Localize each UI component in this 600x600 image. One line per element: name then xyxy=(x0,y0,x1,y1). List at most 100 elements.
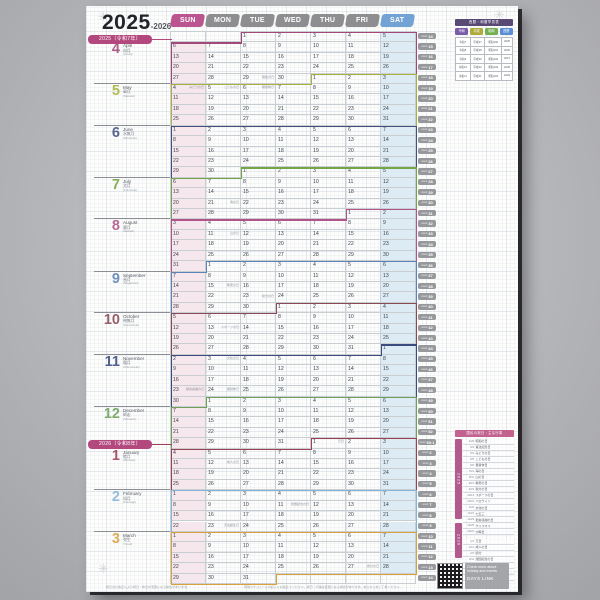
month-outline xyxy=(171,271,173,315)
month-outline xyxy=(171,490,173,534)
date-cell: 1 xyxy=(171,531,206,543)
month-separator-line xyxy=(94,405,170,407)
week-number-tag: week 18 xyxy=(418,74,436,81)
date-cell: 13 xyxy=(206,323,241,335)
date-cell: 28 xyxy=(311,250,346,262)
date-cell: 21 xyxy=(171,292,206,303)
month-outline xyxy=(171,406,173,450)
date-cell: 31 xyxy=(276,438,311,449)
date-cell: 26 xyxy=(206,479,241,491)
date-cell: 9 xyxy=(311,313,346,324)
date-cell: 28 xyxy=(381,521,416,532)
event-row: 2/3 節分 xyxy=(463,550,514,557)
date-cell: 11 xyxy=(311,271,346,282)
week-number-tag: week 5 xyxy=(418,480,436,488)
week-number-tag: week 30 xyxy=(418,199,436,206)
date-cell: 7 xyxy=(171,271,206,282)
month-label-november: 11 November 霜月 (Shimotsuki) xyxy=(104,353,145,370)
date-cell: 14 xyxy=(276,459,311,470)
date-cell: 16 xyxy=(206,146,241,157)
month-outline xyxy=(241,32,243,43)
date-cell: 16 xyxy=(241,281,276,293)
date-cell: 19 xyxy=(276,375,311,387)
date-cell: 5 xyxy=(241,219,276,230)
date-cell: 23 xyxy=(276,63,311,74)
month-outline xyxy=(276,573,418,575)
month-label-may: 5 May 皐月 (Satsuki) xyxy=(111,83,135,100)
month-outline xyxy=(171,313,278,315)
date-cell: 3 xyxy=(346,302,381,314)
date-cell: 27 xyxy=(171,73,206,85)
date-cell: 17 xyxy=(276,281,311,293)
date-cell: 23 xyxy=(206,521,241,532)
day-header-mon: MON xyxy=(204,14,241,27)
date-cell: 20 xyxy=(241,469,276,480)
date-cell: 26 xyxy=(381,198,416,210)
date-cell: 24 xyxy=(381,469,416,480)
date-cell: 5 xyxy=(381,32,416,43)
date-cell: 22 xyxy=(206,427,241,439)
month-label-june: 6 June 水無月 (Minazuki) xyxy=(111,124,137,141)
event-row: 1/1 元日 xyxy=(463,538,514,545)
week-number-tag: week 2 xyxy=(418,449,436,456)
date-cell: 24 xyxy=(276,292,311,303)
date-cell: 26 xyxy=(276,386,311,397)
week-number-tag: week 53·1 xyxy=(418,439,436,446)
date-cell: 21 xyxy=(381,511,416,522)
month-separator-line xyxy=(94,530,170,532)
date-cell: 11 xyxy=(381,313,416,324)
date-cell: 21 xyxy=(381,552,416,564)
month-outline xyxy=(311,438,418,440)
date-cell: 14 xyxy=(206,188,241,199)
date-cell: 1 xyxy=(171,125,206,137)
date-cell: 9 xyxy=(206,500,241,512)
date-cell: 30 xyxy=(276,73,311,85)
date-cell: 31 xyxy=(171,261,206,272)
date-cell: 15 xyxy=(171,511,206,522)
date-cell: 4 xyxy=(241,354,276,366)
date-cell: 29 xyxy=(206,302,241,314)
week-number-tag: week 38 xyxy=(418,282,436,290)
date-cell: 8 xyxy=(206,406,241,418)
week-number-tag: week 29 xyxy=(418,189,436,196)
date-cell: 20 xyxy=(381,417,416,428)
date-cell: 25 xyxy=(311,292,346,303)
event-row: 11/3 文化の日 xyxy=(463,505,514,512)
day-header-sun: SUN xyxy=(169,14,206,27)
date-cell: 5 xyxy=(206,84,241,95)
event-row: 9/23 秋分の日 xyxy=(463,486,514,493)
week-number-tag: week 19 xyxy=(418,85,436,92)
date-cell: 24 xyxy=(381,104,416,116)
week-number-tag: week 32 xyxy=(418,220,436,227)
date-cell: 10 xyxy=(381,448,416,459)
date-cell: 3 xyxy=(276,261,311,272)
date-cell: 30 xyxy=(206,573,241,584)
date-cell: 18 xyxy=(276,511,311,522)
day-header-tue: TUE xyxy=(239,14,276,27)
week-number-tag: week 15 xyxy=(418,43,436,50)
date-cell: 19 xyxy=(311,511,346,522)
date-cell: 9 xyxy=(276,177,311,189)
date-cell: 18 xyxy=(311,281,346,293)
month-outline xyxy=(171,354,383,357)
date-cell xyxy=(171,32,206,43)
date-cell: 19 xyxy=(381,188,416,199)
date-cell: 3 xyxy=(241,531,276,543)
date-cell: 6 xyxy=(276,219,311,230)
date-cell: 26 xyxy=(311,521,346,532)
date-cell xyxy=(276,573,311,584)
month-outline xyxy=(381,344,418,346)
month-outline xyxy=(416,344,418,398)
date-cell: 15 xyxy=(346,229,381,241)
date-cell: 1 xyxy=(311,73,346,85)
date-cell: 2 xyxy=(206,125,241,137)
date-cell: 25 xyxy=(206,250,241,262)
date-cell: 9 xyxy=(381,219,416,230)
date-cell: 29 xyxy=(206,438,241,449)
date-cell: 19 xyxy=(381,52,416,64)
date-cell: 5 xyxy=(206,448,241,459)
date-cell: 12 xyxy=(206,459,241,470)
month-outline xyxy=(171,271,208,273)
date-cell: 27 xyxy=(346,156,381,168)
date-cell: 17 xyxy=(206,375,241,387)
